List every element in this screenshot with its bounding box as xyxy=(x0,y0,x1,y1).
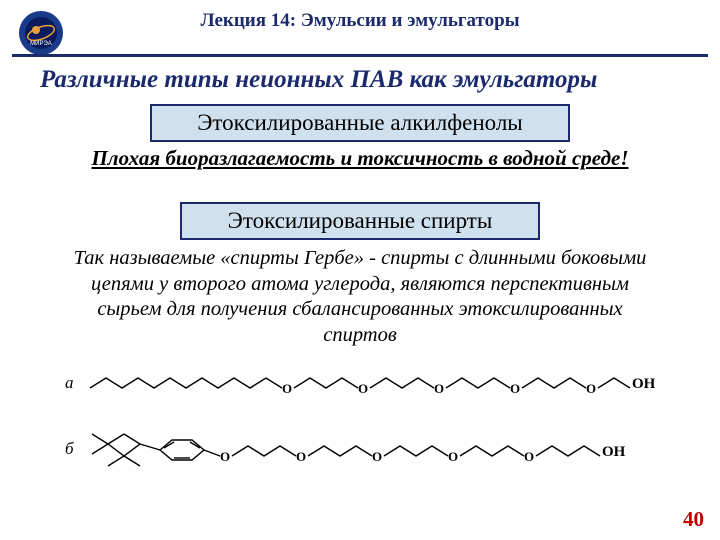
category-box-alkylphenols: Этоксилированные алкилфенолы xyxy=(150,104,570,142)
svg-text:O: O xyxy=(296,449,306,464)
header-divider xyxy=(12,54,708,57)
hydroxyl-label: OH xyxy=(602,444,626,460)
category-box-label: Этоксилированные спирты xyxy=(228,208,493,233)
molecule-a: O O O O O OH xyxy=(90,376,656,396)
svg-text:O: O xyxy=(524,449,534,464)
molecule-label-a: а xyxy=(65,373,74,392)
molecule-diagram: а O O O O O OH б xyxy=(60,362,670,494)
svg-text:O: O xyxy=(434,381,444,396)
svg-text:O: O xyxy=(448,449,458,464)
svg-text:O: O xyxy=(282,381,292,396)
page-header: Лекция 14: Эмульсии и эмульгаторы xyxy=(0,10,720,32)
warning-text: Плохая биоразлагаемость и токсичность в … xyxy=(60,146,660,171)
molecule-label-b: б xyxy=(65,439,74,458)
molecule-b: O O O O O OH xyxy=(92,434,626,466)
svg-text:O: O xyxy=(220,449,230,464)
svg-text:O: O xyxy=(372,449,382,464)
hydroxyl-label: OH xyxy=(632,376,656,392)
slide-title: Различные типы неионных ПАВ как эмульгат… xyxy=(40,66,700,94)
svg-text:O: O xyxy=(358,381,368,396)
body-paragraph: Так называемые «спирты Гербе» - спирты с… xyxy=(60,246,660,349)
category-box-alcohols: Этоксилированные спирты xyxy=(180,202,540,240)
svg-text:O: O xyxy=(586,381,596,396)
lecture-title: Лекция 14: Эмульсии и эмульгаторы xyxy=(200,10,519,31)
svg-text:O: O xyxy=(510,381,520,396)
logo-text: МИРЭА xyxy=(30,41,52,47)
category-box-label: Этоксилированные алкилфенолы xyxy=(197,110,523,135)
page-number: 40 xyxy=(683,507,704,532)
